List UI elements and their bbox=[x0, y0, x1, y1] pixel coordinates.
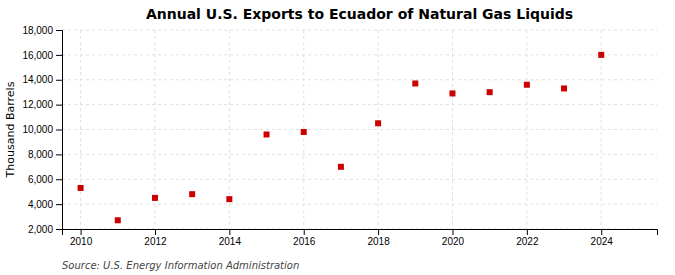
x-tick-label: 2024 bbox=[591, 236, 614, 247]
point bbox=[338, 164, 344, 170]
x-tick-mark bbox=[155, 229, 156, 235]
points bbox=[78, 52, 605, 223]
y-tick-label: 16,000 bbox=[22, 50, 53, 61]
y-tick: 12,000 bbox=[22, 99, 62, 110]
y-tick-label: 6,000 bbox=[28, 174, 53, 185]
point bbox=[412, 80, 418, 86]
y-axis: 2,000 4,000 6,000 8,000 10,000 12,000 14,000 16… bbox=[22, 25, 62, 235]
grid-line-y bbox=[62, 204, 657, 205]
y-tick-mark bbox=[56, 30, 62, 31]
x-tick-mark bbox=[229, 229, 230, 235]
x-tick: 2016 bbox=[293, 229, 316, 247]
x-axis: 2010 2012 2014 2016 2018 2020 2022 2024 bbox=[63, 229, 658, 247]
y-tick-label: 10,000 bbox=[22, 124, 53, 135]
y-axis-title: Thousand Barrels bbox=[4, 81, 17, 178]
x-tick-label: 2016 bbox=[293, 236, 316, 247]
x-tick-label: 2012 bbox=[144, 236, 167, 247]
x-tick: 2022 bbox=[516, 229, 539, 247]
y-axis-line bbox=[56, 31, 63, 230]
point bbox=[524, 82, 530, 88]
x-tick-mark bbox=[527, 229, 528, 235]
y-tick: 14,000 bbox=[22, 74, 62, 85]
y-tick: 4,000 bbox=[28, 199, 62, 210]
y-tick: 8,000 bbox=[28, 149, 62, 160]
y-tick: 10,000 bbox=[22, 124, 62, 135]
grid-line-x bbox=[452, 30, 453, 229]
grid-line-y bbox=[62, 79, 657, 80]
grid-line-x bbox=[601, 30, 602, 229]
grid-line-y bbox=[62, 104, 657, 105]
x-tick: 2018 bbox=[367, 229, 390, 247]
x-tick-mark bbox=[601, 229, 602, 235]
plot-area: 2010 2012 2014 2016 2018 2020 2022 2024 2,000 4,0… bbox=[22, 25, 657, 247]
y-tick-mark bbox=[56, 229, 62, 230]
x-tick: 2012 bbox=[144, 229, 167, 247]
grid-line-y bbox=[62, 179, 657, 180]
x-tick-label: 2014 bbox=[219, 236, 242, 247]
title: Annual U.S. Exports to Ecuador of Natura… bbox=[146, 6, 573, 22]
y-tick-label: 8,000 bbox=[28, 149, 53, 160]
y-tick-mark bbox=[56, 55, 62, 56]
y-tick: 16,000 bbox=[22, 50, 62, 61]
x-tick-mark bbox=[452, 229, 453, 235]
y-tick-mark bbox=[56, 130, 62, 131]
source: Source: U.S. Energy Information Administ… bbox=[62, 260, 299, 271]
x-tick-mark bbox=[378, 229, 379, 235]
grid-line-y bbox=[62, 30, 657, 31]
x-tick-label: 2022 bbox=[516, 236, 539, 247]
y-tick-label: 2,000 bbox=[28, 224, 53, 235]
y-tick-label: 4,000 bbox=[28, 199, 53, 210]
chart: 2010 2012 2014 2016 2018 2020 2022 2024 2,000 4,0… bbox=[0, 0, 675, 275]
x-tick-label: 2010 bbox=[70, 236, 93, 247]
y-tick: 6,000 bbox=[28, 174, 62, 185]
x-tick: 2014 bbox=[219, 229, 242, 247]
point bbox=[375, 120, 381, 126]
y-tick-mark bbox=[56, 105, 62, 106]
y-tick-label: 12,000 bbox=[22, 99, 53, 110]
point bbox=[598, 52, 604, 58]
y-tick-mark bbox=[56, 154, 62, 155]
point bbox=[152, 195, 158, 201]
grid-line-x bbox=[526, 30, 527, 229]
point bbox=[487, 89, 493, 95]
grid-line-y bbox=[62, 54, 657, 55]
x-tick: 2010 bbox=[70, 229, 93, 247]
point bbox=[115, 217, 121, 223]
grid-line-y bbox=[62, 129, 657, 130]
grid-line-y bbox=[62, 154, 657, 155]
y-tick: 18,000 bbox=[22, 25, 62, 36]
y-tick-mark bbox=[56, 179, 62, 180]
x-tick-label: 2020 bbox=[442, 236, 465, 247]
y-tick-label: 14,000 bbox=[22, 74, 53, 85]
point bbox=[189, 191, 195, 197]
point bbox=[226, 196, 232, 202]
y-tick: 2,000 bbox=[28, 224, 62, 235]
point bbox=[449, 90, 455, 96]
point bbox=[301, 129, 307, 135]
y-tick-label: 18,000 bbox=[22, 25, 53, 36]
y-tick-mark bbox=[56, 204, 62, 205]
x-tick-mark bbox=[304, 229, 305, 235]
x-tick-mark bbox=[81, 229, 82, 235]
point bbox=[561, 85, 567, 91]
x-axis-line bbox=[63, 230, 658, 236]
point bbox=[78, 185, 84, 191]
x-tick: 2024 bbox=[591, 229, 614, 247]
x-tick-label: 2018 bbox=[367, 236, 390, 247]
grid-line-x bbox=[378, 30, 379, 229]
grid bbox=[62, 30, 657, 229]
y-tick-mark bbox=[56, 80, 62, 81]
point bbox=[264, 131, 270, 137]
grid-line-x bbox=[80, 30, 81, 229]
x-tick: 2020 bbox=[442, 229, 465, 247]
